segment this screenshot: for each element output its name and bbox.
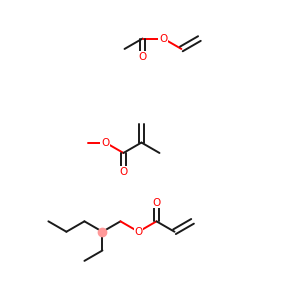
Text: O: O [138, 52, 147, 62]
Text: O: O [134, 227, 142, 237]
Text: O: O [101, 138, 110, 148]
Text: O: O [159, 34, 167, 44]
Text: O: O [152, 198, 160, 208]
Text: O: O [119, 167, 128, 177]
